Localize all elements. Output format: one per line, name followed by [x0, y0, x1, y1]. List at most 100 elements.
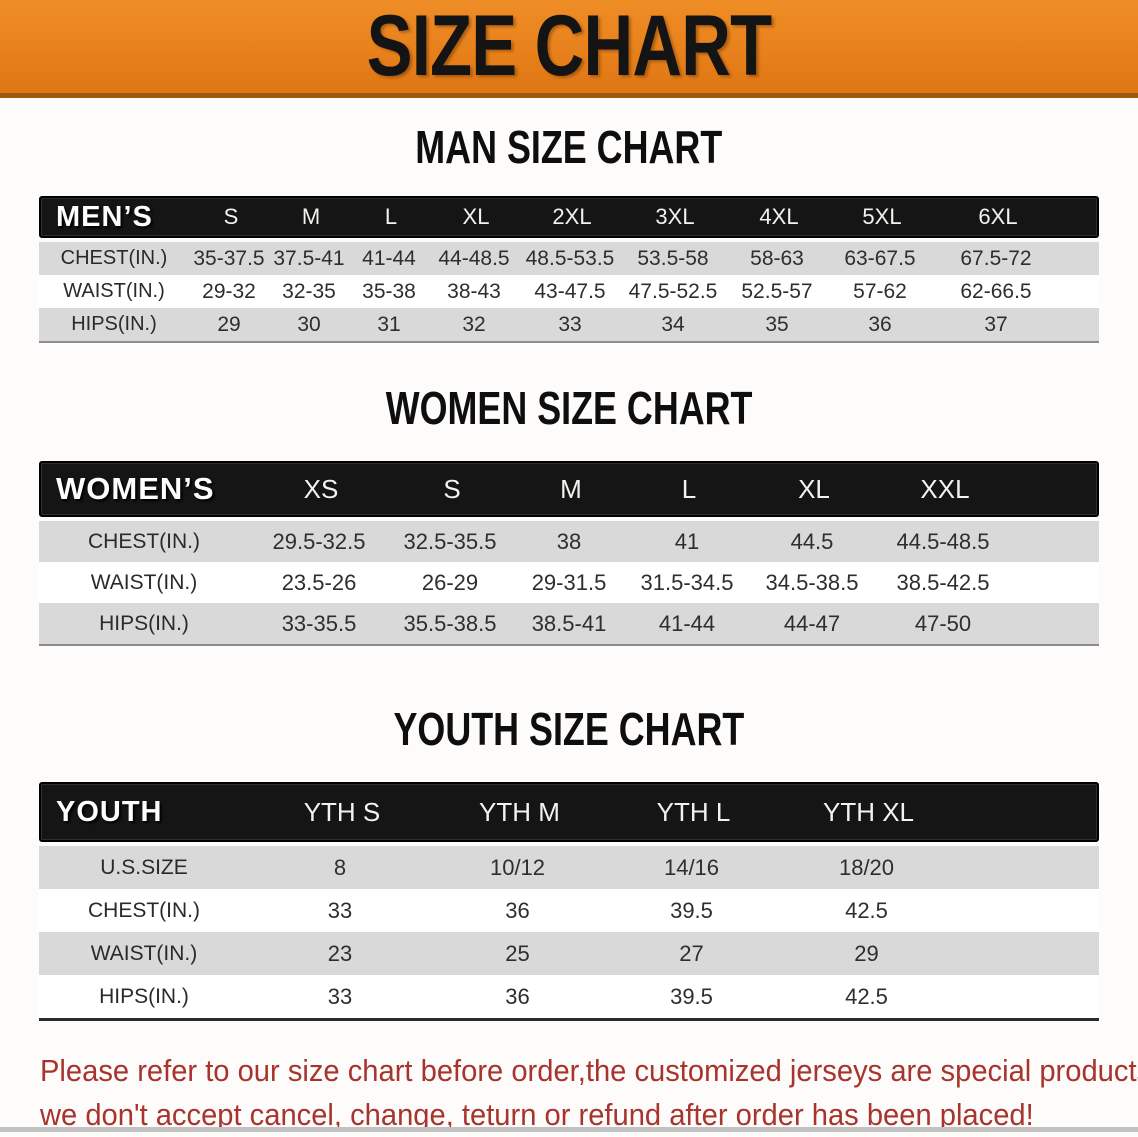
size-value: 32.5-35.5: [403, 528, 497, 554]
size-value: 23.5-26: [281, 569, 357, 595]
size-value: 38: [556, 528, 582, 554]
size-value: 35.5-38.5: [403, 610, 497, 636]
size-column-header: YTH M: [479, 796, 560, 827]
size-value: 29: [217, 312, 241, 336]
size-column-header: XS: [303, 473, 339, 504]
table-row: WAIST(IN.) 29-32 32-35 35-38 38-43 43-47.5 47.…: [39, 275, 1099, 308]
size-column-header: 4XL: [759, 204, 799, 229]
size-value: 29.5-32.5: [272, 528, 366, 554]
size-value: 44.5-48.5: [896, 528, 990, 554]
size-value: 42.5: [845, 983, 888, 1009]
youth-section-heading: YOUTH SIZE CHART: [0, 702, 1138, 756]
size-value: 62-66.5: [960, 279, 1032, 303]
size-column-header: 3XL: [655, 204, 695, 229]
size-value: 44-47: [783, 610, 841, 636]
size-value: 35-38: [362, 279, 416, 303]
men-section-heading: MAN SIZE CHART: [0, 120, 1138, 174]
footer-line-2: we don't accept cancel, change, teturn o…: [40, 1097, 1034, 1132]
size-value: 38-43: [447, 279, 501, 303]
size-chart-banner: SIZE CHART: [0, 0, 1138, 98]
row-label: CHEST(IN.): [88, 529, 200, 553]
table-row: U.S.SIZE 8 10/12 14/16 18/20: [39, 846, 1099, 889]
size-value: 44.5: [790, 528, 834, 554]
row-label: U.S.SIZE: [100, 855, 188, 879]
size-value: 35-37.5: [193, 246, 265, 270]
youth-size-table: YOUTH YTH S YTH M YTH L YTH XL U.S.SIZE 8 10/12…: [39, 782, 1099, 1021]
size-value: 29-32: [202, 279, 256, 303]
size-value: 33: [558, 312, 582, 336]
table-row: WAIST(IN.) 23.5-26 26-29 29-31.5 31.5-34.5 34…: [39, 562, 1099, 603]
size-value: 8: [333, 854, 347, 880]
row-label: WAIST(IN.): [90, 570, 198, 594]
youth-section-heading-text: YOUTH SIZE CHART: [393, 703, 745, 755]
size-value: 14/16: [663, 854, 720, 880]
size-value: 48.5-53.5: [525, 246, 615, 270]
women-group-label: WOMEN’S: [56, 471, 215, 506]
size-value: 63-67.5: [844, 246, 916, 270]
men-size-table: MEN’S S M L XL 2XL 3XL 4XL 5XL 6XL CHEST(IN.) 35-37…: [39, 196, 1099, 343]
size-value: 37: [984, 312, 1008, 336]
size-value: 67.5-72: [960, 246, 1032, 270]
size-value: 36: [868, 312, 892, 336]
size-value: 32-35: [282, 279, 336, 303]
size-value: 18/20: [838, 854, 895, 880]
size-value: 30: [297, 312, 321, 336]
size-value: 43-47.5: [534, 279, 606, 303]
table-row: CHEST(IN.) 33 36 39.5 42.5: [39, 889, 1099, 932]
size-value: 52.5-57: [741, 279, 813, 303]
size-value: 47-50: [914, 610, 972, 636]
size-value: 33: [327, 897, 353, 923]
table-row: CHEST(IN.) 29.5-32.5 32.5-35.5 38 41 44.5 44.5…: [39, 521, 1099, 562]
size-value: 10/12: [489, 854, 546, 880]
size-value: 35: [765, 312, 789, 336]
size-value: 23: [327, 940, 353, 966]
size-value: 47.5-52.5: [628, 279, 718, 303]
size-column-header: M: [301, 204, 321, 229]
men-group-label: MEN’S: [56, 200, 153, 233]
size-value: 41-44: [658, 610, 716, 636]
table-row: WAIST(IN.) 23 25 27 29: [39, 932, 1099, 975]
size-value: 36: [505, 983, 530, 1009]
size-value: 38.5-41: [531, 610, 607, 636]
size-column-header: S: [223, 204, 239, 229]
size-value: 32: [462, 312, 486, 336]
youth-table-header-row: YOUTH YTH S YTH M YTH L YTH XL: [39, 782, 1099, 842]
size-column-header: L: [681, 473, 697, 504]
size-column-header: 2XL: [552, 204, 592, 229]
size-value: 27: [679, 940, 704, 966]
footer-line-1: Please refer to our size chart before or…: [40, 1053, 1138, 1088]
size-value: 29-31.5: [531, 569, 607, 595]
size-column-header: XXL: [920, 473, 970, 504]
size-column-header: L: [384, 204, 398, 229]
row-label: WAIST(IN.): [90, 941, 198, 965]
size-value: 41-44: [362, 246, 416, 270]
size-value: 25: [505, 940, 530, 966]
row-label: HIPS(IN.): [71, 313, 157, 335]
size-value: 42.5: [845, 897, 888, 923]
women-section-heading-text: WOMEN SIZE CHART: [385, 382, 753, 434]
size-value: 44-48.5: [438, 246, 510, 270]
youth-group-label: YOUTH: [56, 795, 163, 828]
size-column-header: XL: [462, 204, 490, 229]
table-row: HIPS(IN.) 29 30 31 32 33 34 35 36 37: [39, 308, 1099, 341]
table-row: HIPS(IN.) 33 36 39.5 42.5: [39, 975, 1099, 1018]
size-column-header: YTH S: [303, 796, 381, 827]
size-value: 57-62: [853, 279, 907, 303]
table-row: CHEST(IN.) 35-37.5 37.5-41 41-44 44-48.5 48.5…: [39, 242, 1099, 275]
row-label: HIPS(IN.): [99, 984, 189, 1008]
women-size-table: WOMEN’S XS S M L XL XXL CHEST(IN.) 29.5-32.5 32.5…: [39, 461, 1099, 646]
size-column-header: M: [560, 473, 582, 504]
row-label: CHEST(IN.): [88, 898, 200, 922]
men-table-header-row: MEN’S S M L XL 2XL 3XL 4XL 5XL 6XL: [39, 196, 1099, 238]
size-column-header: 6XL: [978, 204, 1018, 229]
size-value: 41: [674, 528, 700, 554]
size-value: 33-35.5: [281, 610, 357, 636]
size-column-header: XL: [798, 473, 830, 504]
row-label: WAIST(IN.): [63, 280, 165, 302]
size-value: 37.5-41: [273, 246, 345, 270]
bottom-edge-strip: [0, 1127, 1138, 1132]
size-value: 31.5-34.5: [640, 569, 734, 595]
size-value: 34.5-38.5: [765, 569, 859, 595]
men-section-heading-text: MAN SIZE CHART: [415, 121, 723, 173]
